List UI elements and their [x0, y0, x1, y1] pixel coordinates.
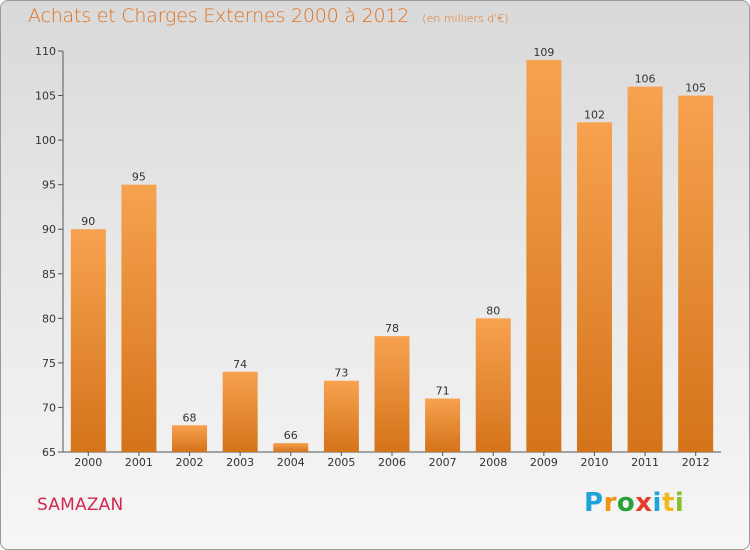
bar-value-label: 90 — [81, 215, 95, 228]
x-tick-label: 2006 — [378, 456, 406, 469]
logo-letter: i — [674, 488, 685, 518]
y-tick-label: 80 — [42, 312, 56, 325]
logo-letter: t — [661, 488, 675, 518]
x-tick-label: 2000 — [74, 456, 102, 469]
bar — [273, 443, 309, 452]
bar — [121, 184, 157, 452]
bar-value-label: 95 — [132, 171, 146, 184]
bar-value-label: 106 — [635, 73, 656, 86]
chart-title: Achats et Charges Externes 2000 à 2012 (… — [28, 5, 509, 27]
y-tick-label: 95 — [42, 179, 56, 192]
y-tick-label: 75 — [42, 357, 56, 370]
x-tick-label: 2009 — [530, 456, 558, 469]
bar-value-label: 80 — [486, 304, 500, 317]
proxiti-logo: Proxiti — [584, 488, 684, 518]
bar-value-label: 66 — [284, 429, 298, 442]
bar-value-label: 71 — [436, 385, 450, 398]
x-tick-label: 2002 — [176, 456, 204, 469]
logo-letter: P — [584, 488, 604, 518]
chart-title-text: Achats et Charges Externes 2000 à 2012 — [28, 5, 410, 27]
bar — [678, 95, 714, 453]
x-tick-label: 2005 — [327, 456, 355, 469]
x-tick-label: 2003 — [226, 456, 254, 469]
x-tick-label: 2004 — [277, 456, 305, 469]
bar — [526, 59, 562, 453]
bar-value-label: 102 — [584, 108, 605, 121]
commune-name: SAMAZAN — [37, 495, 124, 515]
bar — [323, 380, 359, 452]
bar — [222, 371, 258, 452]
bars: 90 95 68 74 66 73 78 71 80 109 102 106 105 — [70, 46, 714, 453]
y-tick-label: 85 — [42, 268, 56, 281]
y-tick-label: 100 — [35, 134, 56, 147]
bar — [627, 86, 663, 453]
x-tick-label: 2007 — [429, 456, 457, 469]
bar-value-label: 109 — [533, 46, 554, 59]
y-tick-label: 65 — [42, 446, 56, 459]
bar — [475, 318, 511, 452]
x-tick-label: 2008 — [479, 456, 507, 469]
x-tick-label: 2010 — [580, 456, 608, 469]
x-tick-label: 2012 — [682, 456, 710, 469]
logo-letter: o — [616, 488, 636, 518]
bar — [576, 122, 612, 453]
y-tick-label: 90 — [42, 223, 56, 236]
bar-value-label: 78 — [385, 322, 399, 335]
chart-unit-note: (en milliers d'€) — [422, 12, 509, 25]
x-tick-label: 2001 — [125, 456, 153, 469]
bar — [425, 398, 461, 452]
y-tick-label: 105 — [35, 90, 56, 103]
y-tick-label: 70 — [42, 401, 56, 414]
bar-value-label: 74 — [233, 358, 247, 371]
y-tick-label: 110 — [35, 45, 56, 58]
bar-value-label: 68 — [183, 411, 197, 424]
bar-value-label: 73 — [334, 367, 348, 380]
bar — [172, 425, 208, 452]
logo-letter: i — [652, 488, 662, 518]
bar-value-label: 105 — [685, 82, 706, 95]
logo-letter: r — [603, 488, 617, 518]
bar — [70, 229, 106, 452]
bar — [374, 336, 410, 452]
logo-letter: x — [635, 488, 653, 518]
x-tick-label: 2011 — [631, 456, 659, 469]
